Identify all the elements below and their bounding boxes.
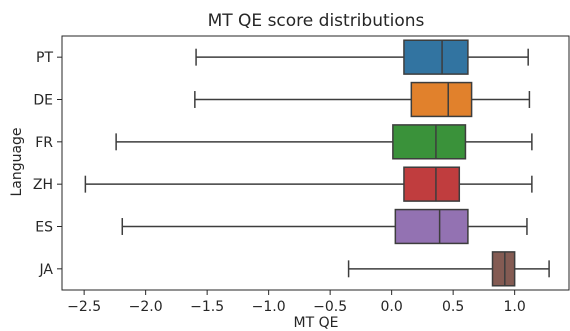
iqr-box-pt <box>403 39 469 75</box>
y-axis: PT DE FR ZH ES JA <box>33 50 62 278</box>
x-axis-label: MT QE <box>294 315 339 331</box>
chart-title: MT QE score distributions <box>208 11 425 31</box>
x-tick-label-2: −1.5 <box>190 299 224 315</box>
x-tick-label-6: 0.5 <box>442 299 464 315</box>
x-tick-label-3: −1.0 <box>252 299 286 315</box>
y-tick-label-ja: JA <box>39 262 54 278</box>
x-axis: −2.5 −2.0 −1.5 −1.0 −0.5 0.0 0.5 1.0 <box>67 290 526 315</box>
x-tick-label-1: −2.0 <box>129 299 163 315</box>
x-tick-label-5: 0.0 <box>381 299 403 315</box>
y-tick-label-zh: ZH <box>33 177 53 193</box>
box-de <box>194 81 531 118</box>
box-ja <box>347 251 550 287</box>
x-tick-label-4: −0.5 <box>313 299 347 315</box>
box-zh <box>84 166 533 202</box>
x-tick-label-7: 1.0 <box>504 299 526 315</box>
iqr-box-fr <box>392 124 467 160</box>
iqr-box-es <box>394 208 469 245</box>
box-es <box>121 208 528 245</box>
box-pt <box>195 39 529 75</box>
plot-frame <box>61 35 570 291</box>
iqr-box-ja <box>491 251 516 287</box>
y-tick-label-pt: PT <box>36 50 53 66</box>
iqr-box-zh <box>403 166 461 202</box>
y-axis-label: Language <box>9 127 25 196</box>
y-tick-label-es: ES <box>35 220 53 236</box>
iqr-box-de <box>410 81 473 118</box>
x-tick-label-0: −2.5 <box>67 299 101 315</box>
y-tick-label-fr: FR <box>35 135 53 151</box>
box-fr <box>115 124 533 160</box>
y-tick-label-de: DE <box>33 93 53 109</box>
plot-area <box>84 39 550 287</box>
